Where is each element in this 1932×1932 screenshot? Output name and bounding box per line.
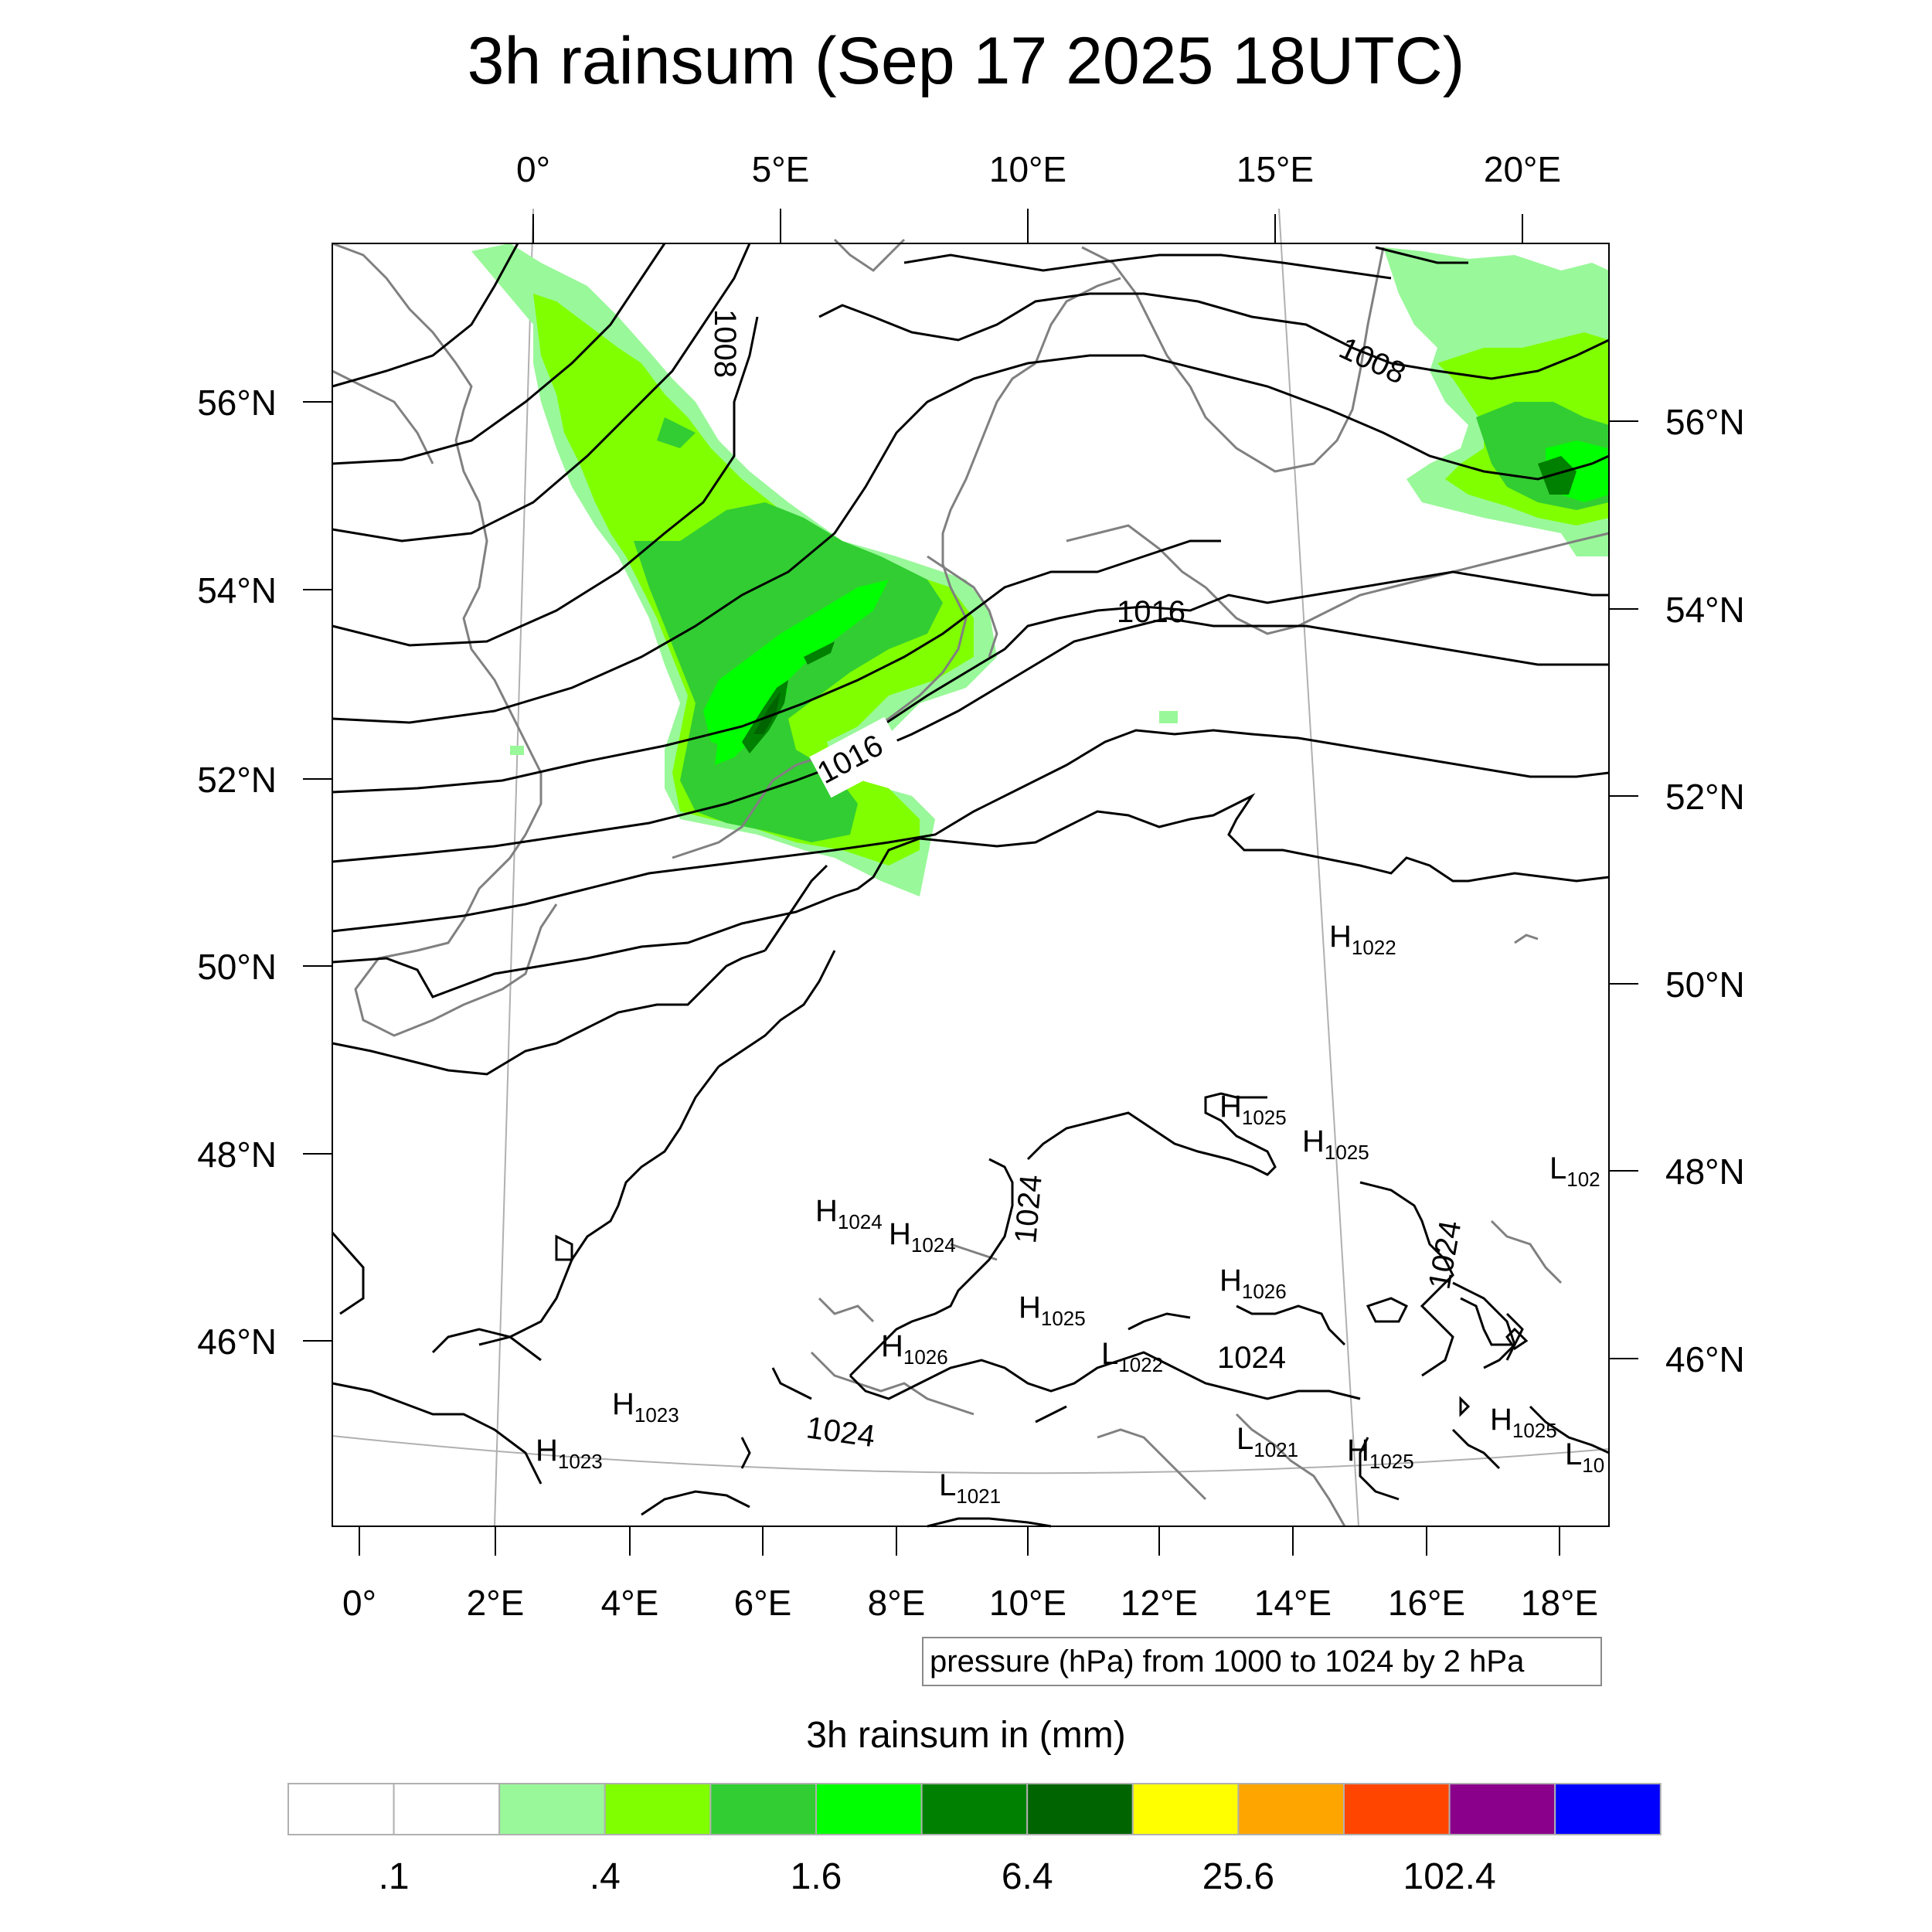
bottom-lon-label: 0° [342,1583,376,1623]
colorbar-box [1026,1783,1134,1835]
bottom-lon-label: 10°E [989,1583,1066,1623]
pressure-center: H1026 [881,1329,948,1369]
pressure-center: H1024 [889,1217,956,1257]
left-lat-label: 52°N [197,760,277,800]
pressure-center: H1022 [1329,920,1396,959]
bottom-lon-label: 18°E [1521,1583,1598,1623]
pressure-center: H1023 [612,1387,679,1427]
right-lat-label: 54°N [1665,590,1745,630]
contour-label: 1024 [1423,1218,1468,1291]
contour-label: 1024 [804,1410,877,1454]
graticule [332,208,1610,1527]
pressure-center: L1021 [1236,1422,1298,1461]
right-lat-label: 52°N [1665,777,1745,817]
pressure-center: H1025 [1219,1090,1287,1129]
contour-label: 1024 [1009,1173,1049,1244]
coastlines [332,238,1610,1527]
pressure-center: H1025 [1347,1434,1414,1473]
left-lat-label: 50°N [197,947,277,987]
colorbar-label: 25.6 [1202,1856,1274,1897]
pressure-centers: H1022 H1025 H1025 L102 H1024 H1024 H1026… [536,920,1604,1508]
colorbar-label: 6.4 [1002,1856,1053,1897]
contour-label: 1016 [1117,595,1185,629]
map-title: 3h rainsum (Sep 17 2025 18UTC) [467,24,1465,98]
bottom-lon-label: 12°E [1121,1583,1198,1623]
pressure-center: L10 [1565,1437,1604,1477]
colorbar-box [709,1783,818,1835]
rain-field-baltic [510,247,1609,755]
bottom-longitude-labels: 0° 2°E 4°E 6°E 8°E 10°E 12°E 14°E 16°E 1… [342,1583,1598,1623]
map-frame [332,243,1610,1527]
pressure-center: L1021 [939,1468,1001,1508]
bottom-lon-label: 8°E [868,1583,926,1623]
top-lon-label: 15°E [1236,149,1314,189]
colorbar-title: 3h rainsum in (mm) [806,1715,1126,1756]
colorbar-labels: .1 .4 1.6 6.4 25.6 102.4 [379,1856,1496,1897]
colorbar-box [287,1783,395,1835]
pressure-center: H1026 [1219,1264,1287,1303]
right-lat-label: 56°N [1665,402,1745,442]
bottom-lon-label: 16°E [1388,1583,1465,1623]
colorbar [287,1783,1662,1835]
left-lat-label: 48°N [197,1134,277,1175]
colorbar-box [815,1783,923,1835]
isobars [331,243,1610,1528]
top-longitude-labels: 0° 5°E 10°E 15°E 20°E [516,149,1561,189]
colorbar-box [1554,1783,1662,1835]
pressure-center: H1024 [815,1194,883,1233]
colorbar-box [1131,1783,1240,1835]
top-lon-label: 20°E [1484,149,1561,189]
pressure-center: H1025 [1490,1403,1557,1442]
bottom-lon-label: 6°E [734,1583,792,1623]
right-latitude-labels: 56°N 54°N 52°N 50°N 48°N 46°N [1665,402,1745,1379]
colorbar-box [1448,1783,1556,1835]
colorbar-box [920,1783,1029,1835]
contour-label: 1024 [1217,1341,1286,1375]
pressure-center: L102 [1549,1151,1600,1191]
colorbar-label: 102.4 [1403,1856,1496,1897]
left-latitude-labels: 56°N 54°N 52°N 50°N 48°N 46°N [197,383,277,1362]
bottom-lon-label: 4°E [601,1583,659,1623]
pressure-info-box: pressure (hPa) from 1000 to 1024 by 2 hP… [922,1637,1602,1686]
tick-marks [303,214,1638,1556]
bottom-lon-label: 14°E [1254,1583,1332,1623]
left-lat-label: 54°N [197,570,277,611]
contour-label: 1008 [708,309,742,378]
right-lat-label: 48°N [1665,1151,1745,1192]
right-lat-label: 46°N [1665,1339,1745,1379]
left-lat-label: 56°N [197,383,277,423]
colorbar-box [1237,1783,1345,1835]
pressure-center: H1025 [1019,1291,1086,1330]
pressure-center: H1025 [1302,1124,1369,1164]
pressure-center: L1022 [1101,1337,1163,1376]
top-lon-label: 5°E [752,149,810,189]
contour-labels: 1008 1008 1016 1016 1024 1024 1024 1024 [708,309,1468,1454]
colorbar-box [393,1783,501,1835]
top-lon-label: 0° [516,149,550,189]
colorbar-box [604,1783,712,1835]
contour-label: 1008 [1334,331,1410,390]
colorbar-label: 1.6 [791,1856,842,1897]
colorbar-label: .4 [590,1856,621,1897]
bottom-lon-label: 2°E [467,1583,525,1623]
pressure-center: H1023 [536,1434,603,1473]
right-lat-label: 50°N [1665,964,1745,1005]
colorbar-box [498,1783,606,1835]
left-lat-label: 46°N [197,1321,277,1362]
colorbar-box [1343,1783,1451,1835]
top-lon-label: 10°E [989,149,1066,189]
colorbar-label: .1 [379,1856,410,1897]
